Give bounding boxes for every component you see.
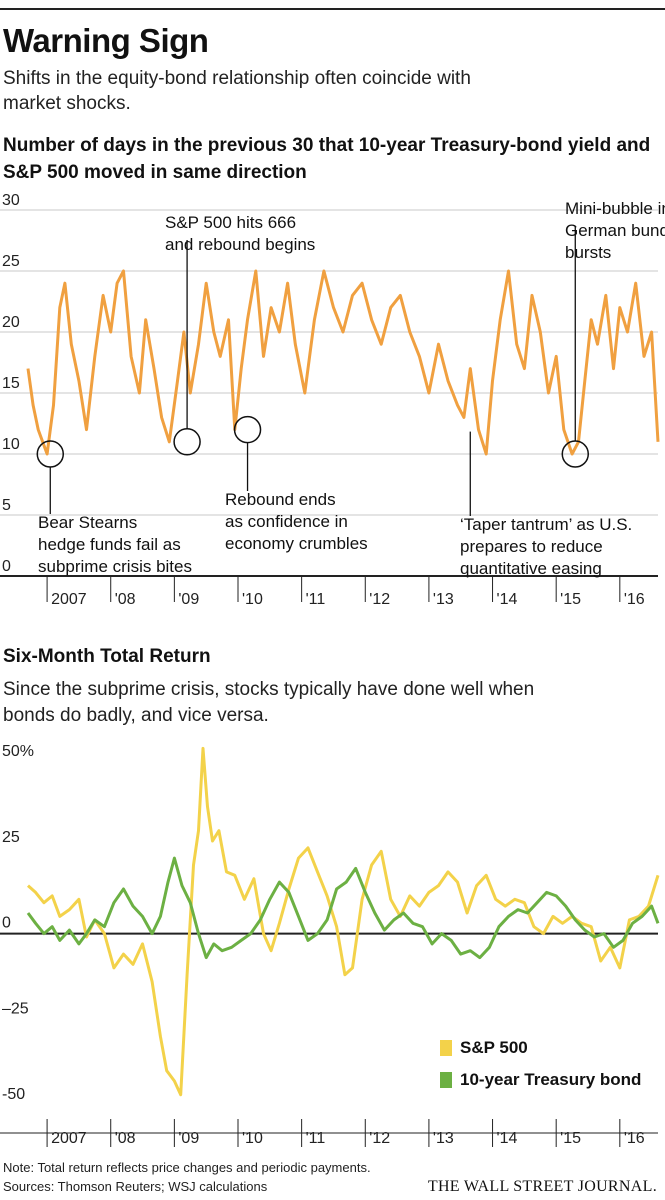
x-tick-label: '16	[624, 1130, 645, 1147]
annotation-text: German bunds	[565, 221, 665, 240]
legend-swatch	[440, 1040, 452, 1056]
x-tick-label: '14	[497, 591, 518, 608]
chart2-title: Six-Month Total Return	[3, 646, 211, 667]
annotation-text: economy crumbles	[225, 534, 368, 553]
legend-label: S&P 500	[460, 1038, 528, 1057]
days-same-direction-line	[26, 269, 660, 456]
x-tick-label: '10	[242, 1130, 263, 1147]
y-tick-label: 25	[2, 253, 20, 270]
x-tick-label: '15	[560, 591, 581, 608]
annotation-text: Rebound ends	[225, 490, 336, 509]
y-tick-label: 50%	[2, 743, 34, 760]
annotation-text: and rebound begins	[165, 235, 315, 254]
sp500-line	[26, 746, 660, 1097]
top-rule	[0, 8, 665, 10]
wsj-logo: THE WALL STREET JOURNAL.	[427, 1178, 657, 1195]
chart2-subtitle: Since the subprime crisis, stocks typica…	[3, 679, 535, 726]
x-tick-label: '15	[560, 1130, 581, 1147]
annotation-text: subprime crisis bites	[38, 557, 192, 576]
annotation-text: as confidence in	[225, 512, 348, 531]
annotation-circle	[173, 428, 201, 456]
x-tick-label: '12	[369, 591, 390, 608]
legend-label: 10-year Treasury bond	[460, 1070, 641, 1089]
annotation-text: S&P 500 hits 666	[165, 213, 296, 232]
sources: Sources: Thomson Reuters; WSJ calculatio…	[3, 1179, 268, 1194]
annotation-text: prepares to reduce	[460, 537, 603, 556]
annotation-text: bursts	[565, 243, 611, 262]
x-tick-label: '09	[178, 591, 199, 608]
annotation-text: Mini-bubble in	[565, 199, 665, 218]
x-tick-label: '12	[369, 1130, 390, 1147]
annotation-text: ‘Taper tantrum’ as U.S.	[460, 515, 632, 534]
x-tick-label: '16	[624, 591, 645, 608]
x-tick-label: '08	[115, 1130, 136, 1147]
x-tick-label: '14	[497, 1130, 518, 1147]
x-tick-label: '11	[306, 591, 326, 608]
x-tick-label: '13	[433, 1130, 454, 1147]
y-tick-label: 25	[2, 829, 20, 846]
x-tick-label: '08	[115, 591, 136, 608]
annotation-text: hedge funds fail as	[38, 535, 181, 554]
footnote: Note: Total return reflects price change…	[3, 1160, 371, 1175]
x-tick-label: '13	[433, 591, 454, 608]
y-tick-label: 0	[2, 558, 11, 575]
y-tick-label: 15	[2, 375, 20, 392]
x-tick-label: '10	[242, 591, 263, 608]
legend-swatch	[440, 1072, 452, 1088]
y-tick-label: 20	[2, 314, 20, 331]
page-title: Warning Sign	[3, 22, 209, 59]
x-tick-label: '11	[306, 1130, 326, 1147]
y-tick-label: -50	[2, 1086, 25, 1103]
treasury-line	[26, 856, 660, 960]
x-tick-label: '09	[178, 1130, 199, 1147]
annotation-circle	[233, 415, 262, 444]
y-tick-label: 30	[2, 192, 20, 209]
y-tick-label: 5	[2, 497, 11, 514]
y-tick-label: –25	[2, 1000, 29, 1017]
page-subtitle: Shifts in the equity-bond relationship o…	[3, 68, 471, 114]
x-tick-label: 2007	[51, 1130, 87, 1147]
annotation-text: quantitative easing	[460, 559, 602, 578]
y-tick-label: 10	[2, 436, 20, 453]
annotation-text: Bear Stearns	[38, 513, 137, 532]
six-month-return-chart: 50% 25 0 –25 -50 2007 '08 '09 '10 '11 '12 '13 '14 '15…	[0, 743, 660, 1147]
y-tick-label: 0	[2, 915, 11, 932]
x-tick-label: 2007	[51, 591, 87, 608]
chart1-title: Number of days in the previous 30 that 1…	[3, 135, 651, 183]
days-same-direction-chart: 0 5 10 15 20 25 30 2007 '08 '09 '10 '11 '12 '13 '14 '15…	[0, 192, 665, 608]
